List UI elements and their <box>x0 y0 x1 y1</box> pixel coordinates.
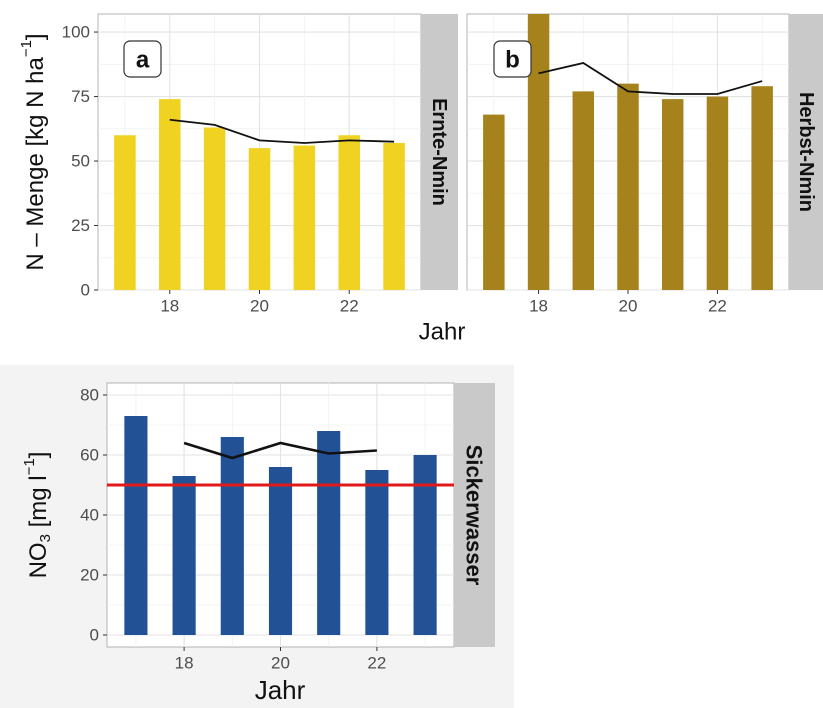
top-y-axis-label: N – Menge [kg N ha−1] <box>18 33 49 270</box>
y-tick-label: 100 <box>62 23 90 42</box>
x-tick-label: 18 <box>175 654 194 673</box>
bar-a-23 <box>383 142 405 290</box>
y-tick-label: 75 <box>71 87 90 106</box>
y-tick-label: 40 <box>80 506 99 525</box>
y-tick-label: 50 <box>71 152 90 171</box>
panel-sickerwasser: 0 20 40 60 80 18 20 22 Sickerwasser <box>80 382 495 673</box>
panel-ernte-nmin: 0 25 50 75 100 18 20 22 Ernte-Nmin a <box>62 13 458 316</box>
panel-a-tag-box <box>123 40 162 78</box>
panel-herbst-nmin: 18 20 22 Herbst-Nmin b <box>466 13 823 316</box>
panel-c-strip-label: Sickerwasser <box>462 445 487 586</box>
bar-a-17 <box>114 135 136 290</box>
top-x-axis-label: Jahr <box>419 319 466 346</box>
bar-c-18 <box>172 476 196 635</box>
panel-b-x-ticks: 18 20 22 <box>529 290 727 316</box>
x-tick-label: 18 <box>160 297 179 316</box>
bar-c-22 <box>365 470 389 635</box>
bottom-y-axis-label: NO3 [mg l−1] <box>21 452 54 579</box>
bar-c-19 <box>220 437 244 635</box>
bar-b-17 <box>483 114 505 290</box>
panel-c-x-ticks: 18 20 22 <box>175 647 386 673</box>
y-tick-label: 0 <box>90 626 99 645</box>
trend-line-b <box>538 62 763 95</box>
bar-b-23 <box>751 86 773 290</box>
bar-c-23 <box>413 455 437 635</box>
panel-c-y-ticks: 0 20 40 60 80 <box>80 386 107 645</box>
x-tick-label: 20 <box>271 654 290 673</box>
panel-a-trend <box>169 118 395 144</box>
x-tick-label: 22 <box>367 654 386 673</box>
bar-b-20 <box>617 83 639 290</box>
panel-b-bars <box>483 14 773 291</box>
panel-a-y-ticks: 0 25 50 75 100 <box>62 23 98 300</box>
y-tick-label: 25 <box>71 216 90 235</box>
bar-b-18 <box>527 14 550 290</box>
y-tick-label: 60 <box>80 446 99 465</box>
bar-b-21 <box>661 99 684 291</box>
bottom-x-axis-label: Jahr <box>255 675 306 705</box>
bar-a-20 <box>248 148 271 290</box>
panel-a-strip-label: Ernte-Nmin <box>428 98 450 206</box>
panel-c-trend <box>183 441 377 460</box>
x-tick-label: 22 <box>340 297 359 316</box>
bar-b-19 <box>572 91 595 290</box>
panel-b-tag: b <box>505 47 520 74</box>
x-tick-label: 22 <box>708 297 727 316</box>
bar-c-21 <box>317 431 341 635</box>
bar-a-21 <box>293 145 316 290</box>
panel-b-tag-box <box>493 40 532 78</box>
panel-a-tag: a <box>136 47 150 74</box>
trend-line-a <box>169 118 395 144</box>
panel-c-bars <box>124 416 437 635</box>
bar-c-20 <box>268 467 293 635</box>
panel-b-strip-label: Herbst-Nmin <box>795 92 817 212</box>
panel-b-strip <box>789 14 823 290</box>
panel-c-strip <box>454 383 495 647</box>
bar-b-22 <box>706 96 729 290</box>
panel-a-bars <box>114 99 405 291</box>
x-tick-label: 20 <box>619 297 638 316</box>
bar-a-22 <box>338 135 360 290</box>
panel-a-strip <box>421 14 458 290</box>
bar-a-18 <box>159 99 181 291</box>
panel-b-trend <box>538 62 763 95</box>
trend-line-c <box>183 441 377 460</box>
y-tick-label: 0 <box>81 281 90 300</box>
y-tick-label: 20 <box>80 566 99 585</box>
y-tick-label: 80 <box>80 386 99 405</box>
bar-a-19 <box>203 127 226 290</box>
x-tick-label: 18 <box>529 297 548 316</box>
panel-a-x-ticks: 18 20 22 <box>160 290 359 316</box>
x-tick-label: 20 <box>250 297 269 316</box>
bar-c-17 <box>124 416 148 635</box>
